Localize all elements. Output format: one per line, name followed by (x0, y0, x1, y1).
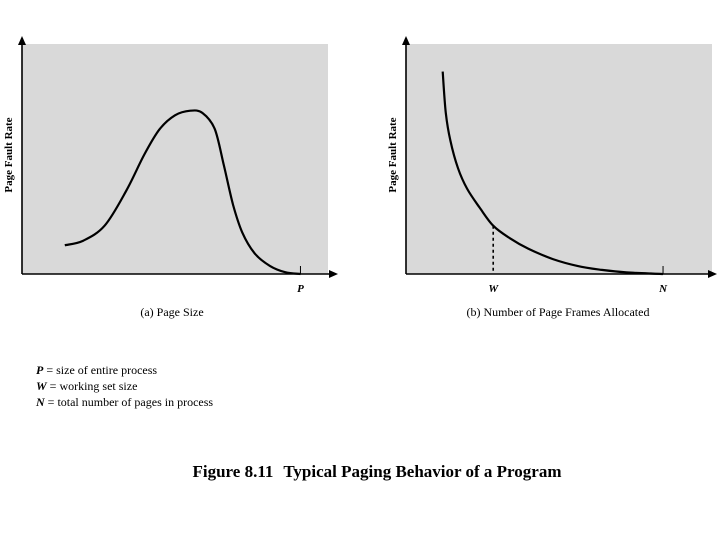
legend-item-p: P = size of entire process (36, 363, 158, 377)
panel-a-plot-area (22, 44, 328, 274)
figure-title-text: Typical Paging Behavior of a Program (283, 462, 562, 481)
panel-b-curve (441, 71, 664, 276)
panel-b-caption: (b) Number of Page Frames Allocated (467, 305, 650, 319)
panel-b: W N Page Fault Rate (b) Number of Page F… (387, 36, 717, 319)
panel-a-tick-p-label: P (297, 283, 304, 295)
legend-item-n: N = total number of pages in process (36, 395, 214, 409)
panel-a: P Page Fault Rate (a) Page Size (3, 36, 338, 319)
figure-title: Figure 8.11 Typical Paging Behavior of a… (0, 462, 720, 482)
panel-a-x-arrow (329, 270, 338, 278)
panel-a-ylabel: Page Fault Rate (3, 117, 15, 192)
panel-b-y-arrow (402, 36, 410, 45)
panel-a-curve (64, 109, 301, 276)
panel-b-tick-n-label: N (658, 283, 668, 295)
figure-number: Figure 8.11 (192, 462, 274, 481)
panel-b-tick-w-label: W (488, 283, 499, 295)
panel-a-caption: (a) Page Size (140, 305, 203, 319)
panel-b-plot-area (406, 44, 712, 274)
legend-item-w: W = working set size (36, 379, 138, 393)
legend: P = size of entire process W = working s… (36, 362, 213, 410)
panel-a-y-arrow (18, 36, 26, 45)
panel-b-x-arrow (708, 270, 717, 278)
panel-b-ylabel: Page Fault Rate (387, 117, 399, 192)
